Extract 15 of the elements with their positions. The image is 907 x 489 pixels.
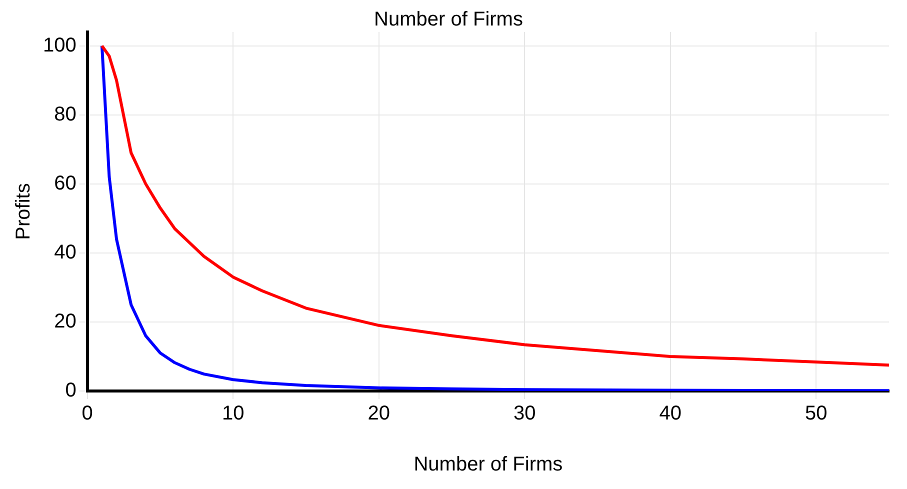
y-tick-label: 100 [42,34,76,56]
x-tick-label: 50 [805,402,828,425]
y-tick-label: 40 [54,241,76,264]
y-tick-label: 0 [65,380,76,402]
x-tick-label: 10 [222,402,244,425]
y-tick-label: 80 [54,103,76,126]
y-tick-label: 20 [54,310,76,332]
x-tick-label: 20 [368,402,390,425]
x-tick-label: 0 [82,402,93,425]
y-tick-label: 60 [54,172,76,194]
chart-title: Number of Firms [374,8,523,31]
x-tick-label: 40 [659,402,682,425]
x-tick-label: 30 [513,402,536,425]
x-axis-title: Number of Firms [414,454,563,476]
y-axis-title: Profits [12,183,35,240]
